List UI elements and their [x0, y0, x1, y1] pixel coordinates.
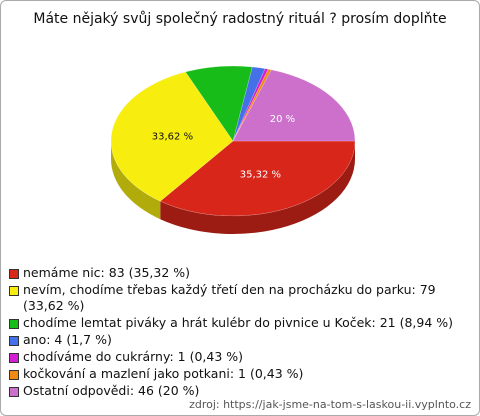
legend-swatch: [9, 286, 19, 296]
slice: [185, 65, 253, 142]
slice-label: 20 %: [270, 114, 295, 125]
source: zdroj: https://jak-jsme-na-tom-s-laskou-…: [189, 398, 471, 411]
legend-item: nemáme nic: 83 (35,32 %): [9, 265, 467, 281]
slice-side: [111, 141, 161, 220]
chart-title: Máte nějaký svůj společný radostný rituá…: [33, 11, 447, 27]
legend-label: nevím, chodíme třebas každý třetí den na…: [23, 282, 436, 313]
legend-item: Ostatní odpovědi: 46 (20 %): [9, 383, 467, 399]
slice: [232, 66, 266, 142]
slice-label: 35,32 %: [240, 170, 281, 181]
legend-label: chodíváme do cukrárny: 1 (0,43 %): [23, 349, 244, 364]
legend-label: ano: 4 (1,7 %): [23, 332, 112, 347]
legend-swatch: [9, 353, 19, 363]
legend-swatch: [9, 319, 19, 329]
legend-item: chodíváme do cukrárny: 1 (0,43 %): [9, 349, 467, 365]
legend-label: chodíme lemtat piváky a hrát kulébr do p…: [23, 315, 454, 330]
legend-swatch: [9, 269, 19, 279]
legend-swatch: [9, 387, 19, 397]
slice: [232, 68, 269, 142]
slice-label: 33,62 %: [152, 132, 193, 143]
legend-item: chodíme lemtat piváky a hrát kulébr do p…: [9, 315, 467, 331]
slice: [232, 68, 272, 142]
legend-swatch: [9, 336, 19, 346]
slice: [110, 71, 234, 202]
legend: nemáme nic: 83 (35,32 %) nevím, chodíme t…: [9, 265, 467, 400]
legend-swatch: [9, 370, 19, 380]
legend-item: kočkování a mazlení jako potkani: 1 (0,4…: [9, 366, 467, 382]
legend-label: kočkování a mazlení jako potkani: 1 (0,4…: [23, 366, 304, 381]
pie-area: 35,32 % 33,62 % 20 %: [110, 65, 356, 235]
legend-label: nemáme nic: 83 (35,32 %): [23, 265, 191, 280]
slice: [159, 140, 356, 217]
legend-item: nevím, chodíme třebas každý třetí den na…: [9, 282, 467, 314]
slice-side: [160, 141, 355, 235]
legend-label: Ostatní odpovědi: 46 (20 %): [23, 383, 200, 398]
legend-item: ano: 4 (1,7 %): [9, 332, 467, 348]
slice: [232, 69, 356, 142]
